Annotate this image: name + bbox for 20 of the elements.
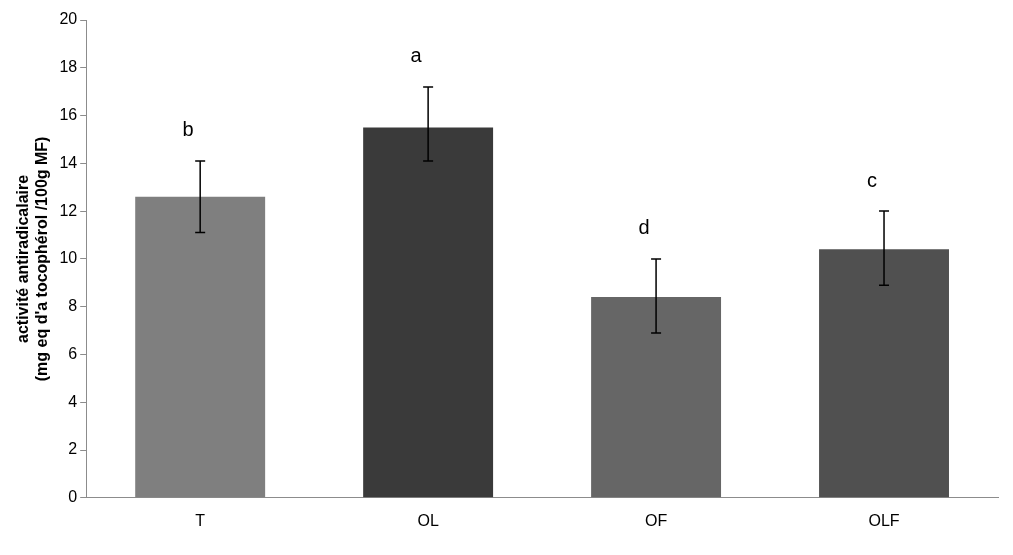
annotation: b: [182, 118, 194, 141]
y-tick-label: 4: [68, 392, 78, 410]
annotation: a: [410, 44, 423, 67]
x-tick-label: OL: [417, 511, 439, 529]
y-tick-label: 20: [59, 10, 78, 28]
y-tick-label: 8: [68, 297, 78, 315]
y-tick-label: 6: [68, 344, 78, 362]
y-tick-label: 18: [59, 58, 78, 76]
y-tick-label: 12: [59, 201, 78, 219]
annotation: d: [638, 216, 650, 239]
x-tick-label: OLF: [868, 511, 900, 529]
x-tick-label: OF: [644, 511, 668, 529]
y-axis-title: activité antiradicalaire (mg eq d'a tocophérol /100g MF): [14, 136, 51, 382]
x-tick-label: T: [195, 511, 206, 529]
y-tick-label: 10: [59, 249, 78, 267]
y-tick-label: 14: [59, 153, 78, 171]
y-tick-label: 0: [68, 488, 78, 506]
annotation: c: [867, 168, 878, 191]
y-tick-label: 2: [68, 440, 78, 458]
y-tick-label: 16: [59, 105, 78, 123]
